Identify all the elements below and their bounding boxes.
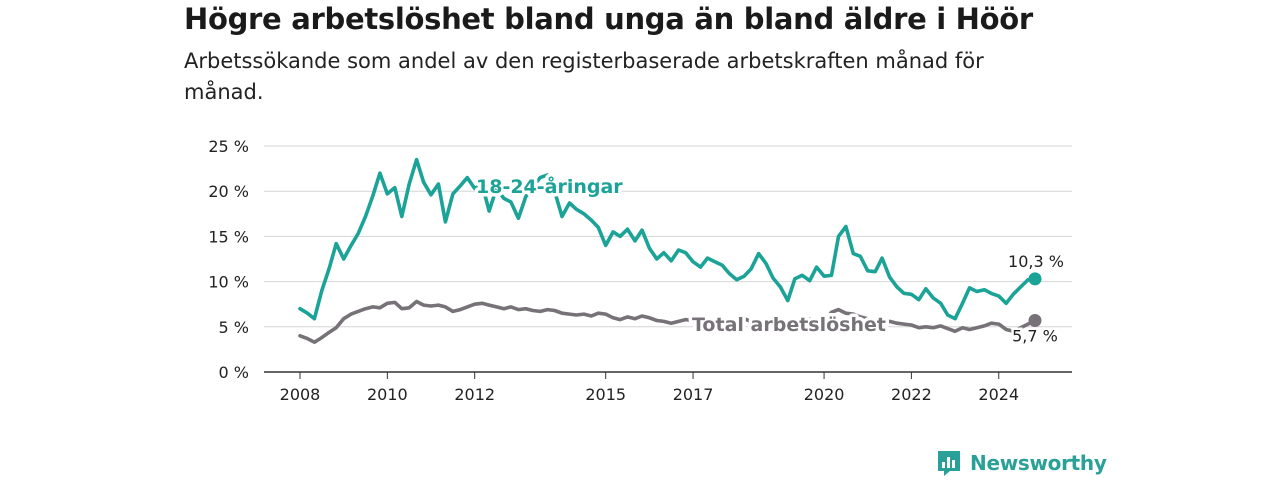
end-value-label-youth: 10,3 % [1008,252,1064,271]
chart-title: Högre arbetslöshet bland unga än bland ä… [184,2,1033,36]
end-marker-youth [1028,272,1042,286]
newsworthy-brand[interactable]: Newsworthy [936,449,1107,477]
x-tick-label: 2024 [978,385,1019,404]
x-axis-tick-labels: 2008 2010 2012 2015 2017 2020 2022 2024 [280,372,1019,404]
x-tick-label: 2008 [280,385,321,404]
y-tick-label: 15 % [208,227,249,246]
x-tick-label: 2020 [804,385,845,404]
end-value-label-total: 5,7 % [1012,326,1058,345]
y-tick-label: 20 % [208,182,249,201]
brand-name: Newsworthy [970,451,1107,475]
chart-subtitle: Arbetssökande som andel av den registerb… [184,49,984,104]
y-tick-label: 0 % [219,363,249,382]
x-tick-label: 2012 [454,385,495,404]
end-marker-total [1028,313,1042,327]
series-label-total: Total arbetslöshet [692,314,886,336]
line-chart: 0 %5 %10 %15 %20 %25 % 2008 2010 2012 2015 2… [208,137,1072,404]
series-line-total [298,299,1037,345]
x-tick-label: 2017 [673,385,714,404]
series-label-youth: 18-24-åringar [476,174,623,198]
series-line-youth [298,157,1037,321]
x-tick-label: 2022 [891,385,932,404]
newsworthy-logo-icon [938,451,960,476]
series-labels: 18-24-åringar Total arbetslöshet 10,3 % 5,7… [473,171,1067,348]
gridlines [264,145,1072,373]
x-tick-label: 2010 [367,385,408,404]
x-tick-label: 2015 [585,385,626,404]
y-tick-label: 10 % [208,273,249,292]
y-tick-label: 25 % [208,137,249,156]
series-lines [298,157,1037,345]
y-tick-label: 5 % [219,318,249,337]
y-axis-tick-labels: 0 % 5 % 10 % 15 % 20 % 25 % [208,137,249,382]
